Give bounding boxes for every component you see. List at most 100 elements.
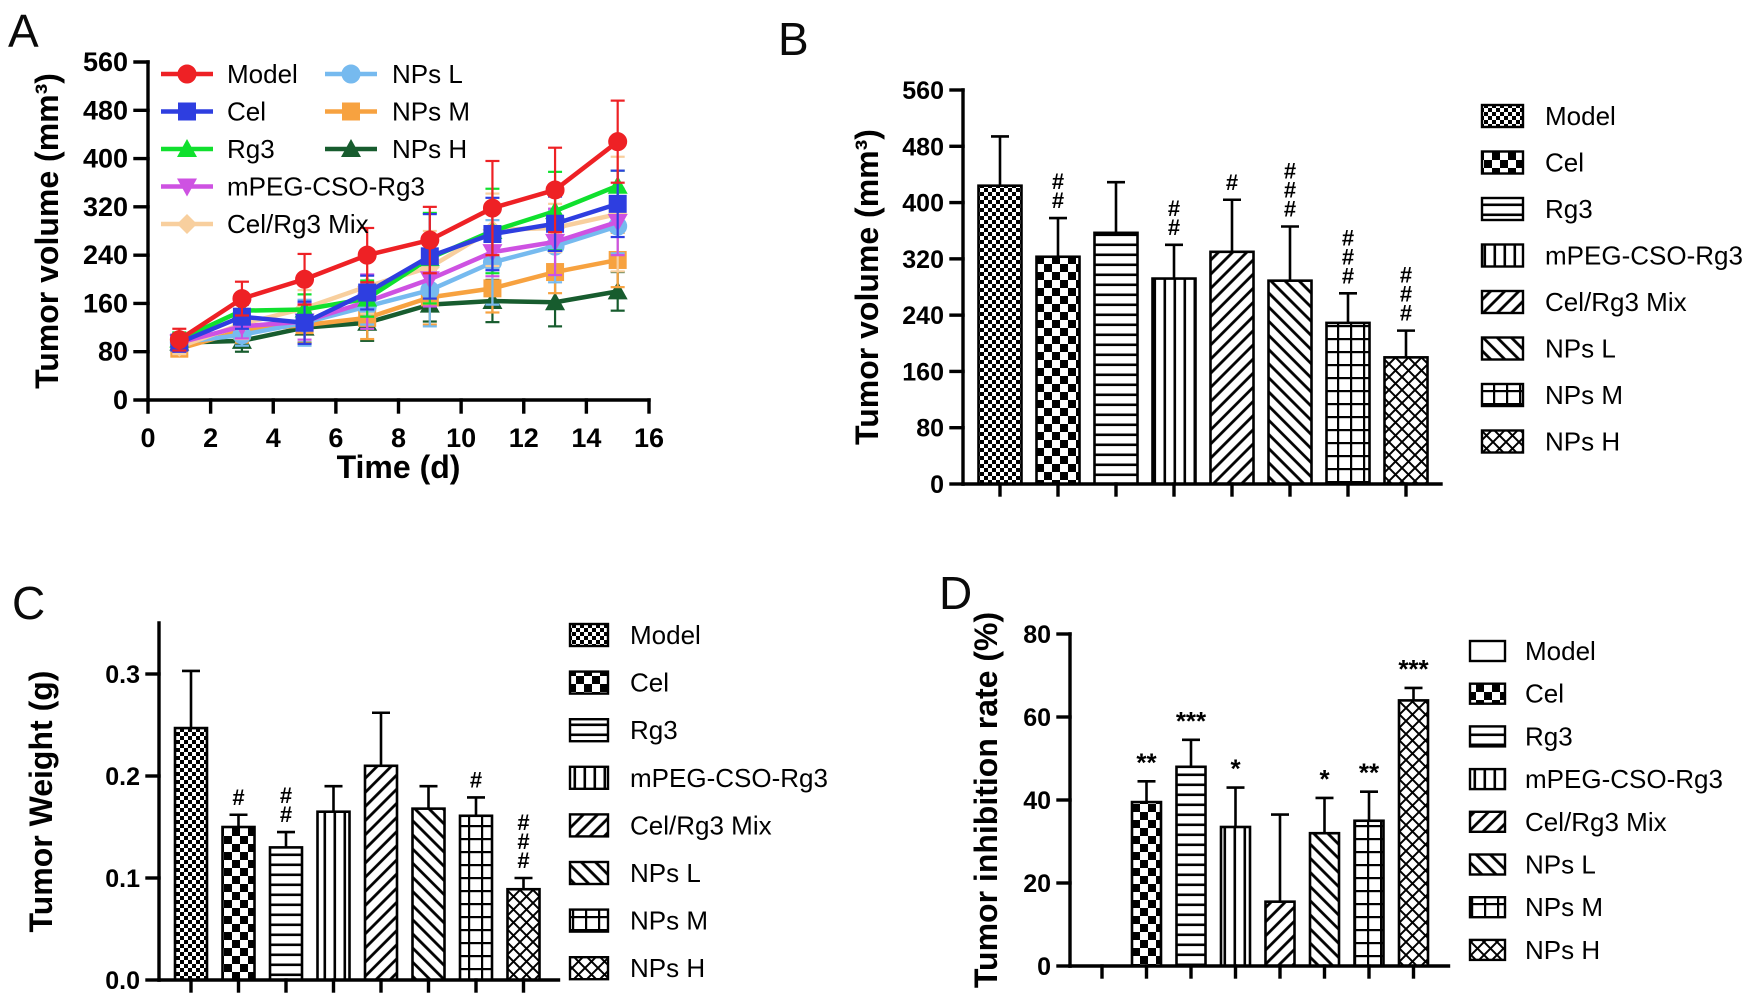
y-tick-label: 0.0 (105, 967, 140, 995)
y-tick-label: 240 (902, 302, 944, 330)
legend-item-label: Cel/Rg3 Mix (227, 209, 369, 239)
y-tick-label: 400 (902, 190, 944, 218)
panel-b: B 0 80 160 240 320 400 480 560 Tumor volume (mm³… (700, 0, 1760, 500)
y-tick-label: 320 (83, 192, 128, 222)
y-tick-label: 0 (930, 471, 944, 499)
panel-C-bars: # # ### # # (173, 669, 541, 993)
y-tick-label: 400 (83, 144, 128, 174)
legend-swatch (568, 860, 610, 886)
y-axis-title: Tumor volume (mm³) (849, 129, 885, 445)
legend-item-label: mPEG-CSO-Rg3 (1545, 241, 1743, 271)
legend-swatch (568, 670, 610, 695)
legend-item-label: Rg3 (1545, 194, 1593, 224)
y-tick-label: 40 (1023, 787, 1051, 815)
bar-nps-h (506, 887, 541, 982)
panel-A-axes: 0 80 160 240 320 400 480 560 0 2 4 6 8 10 12 14 16 Time (… (29, 47, 664, 485)
bar-nps-m (458, 814, 494, 982)
legend-item-label: Rg3 (630, 715, 678, 745)
legend-item-label: NPs M (630, 906, 708, 936)
bar-nps-l (1267, 279, 1313, 486)
legend-item-label: Cel/Rg3 Mix (1525, 807, 1667, 837)
legend-item-label: NPs H (1545, 427, 1620, 457)
legend-swatch (1468, 810, 1507, 833)
legend-item-label: mPEG-CSO-Rg3 (1525, 764, 1723, 794)
legend-swatch (1480, 336, 1525, 361)
y-tick-label: 480 (902, 133, 944, 161)
legend-item-label: Rg3 (227, 134, 275, 164)
panel-a-line-chart: 0 80 160 240 320 400 480 560 0 2 4 6 8 10 12 14 16 Time (… (29, 47, 664, 485)
legend-item-label: NPs L (630, 858, 701, 888)
legend-swatch (568, 813, 610, 838)
legend-swatch (568, 908, 610, 933)
legend-item-label: Model (1545, 101, 1616, 131)
legend-item-label: NPs M (1525, 892, 1603, 922)
bar-model (173, 726, 209, 982)
significance-annotation: # (232, 785, 244, 810)
significance-annotation: # # # (517, 810, 529, 873)
y-tick-label: 560 (902, 77, 944, 105)
x-tick-label: 2 (203, 423, 218, 453)
panel-D-bars: ****** * ***** (1100, 654, 1430, 979)
y-tick-label: 160 (902, 358, 944, 386)
legend-swatch (1480, 289, 1525, 315)
panel-B-axes: 0 80 160 240 320 400 480 560 Tumor volume (mm³) (849, 77, 1443, 499)
x-tick-label: 6 (328, 423, 343, 453)
y-tick-label: 0.3 (105, 661, 140, 689)
legend-swatch (1480, 196, 1525, 222)
legend-item-label: Model (227, 59, 298, 89)
legend-swatch (568, 717, 610, 743)
legend-item-label: Cel (630, 668, 669, 698)
bar-rg3 (268, 846, 304, 982)
bar-mpeg-cso-rg3 (316, 810, 351, 982)
legend-item-label: NPs H (1525, 935, 1600, 965)
legend-swatch (1468, 682, 1507, 705)
legend-item-label: Model (630, 620, 701, 650)
bar-cel-rg3-mix (1209, 250, 1255, 486)
legend-item-label: mPEG-CSO-Rg3 (227, 172, 425, 202)
significance-annotation: # # (1052, 169, 1064, 213)
legend-swatch (1480, 382, 1525, 408)
significance-annotation: # # # (1284, 158, 1296, 221)
x-tick-label: 14 (571, 423, 601, 453)
panel-c-letter: C (12, 577, 46, 629)
significance-annotation: ** (1136, 747, 1157, 777)
panel-b-letter: B (778, 13, 809, 65)
y-tick-label: 80 (98, 337, 128, 367)
legend-item-label: NPs H (630, 953, 705, 983)
x-tick-label: 16 (634, 423, 664, 453)
bar-mpeg-cso-rg3 (1151, 277, 1197, 486)
legend-swatch (568, 956, 610, 981)
panel-c: C 0.0 0.1 0.2 0.3 Tumor Weight (g) # # # # # # # Mod… (0, 500, 860, 997)
legend-swatch (1480, 103, 1525, 129)
legend-item-label: Cel/Rg3 Mix (630, 810, 772, 840)
y-tick-label: 160 (83, 288, 128, 318)
legend-item-label: NPs L (392, 59, 463, 89)
x-tick-label: 10 (446, 423, 476, 453)
bar-cel (1130, 800, 1163, 968)
legend-swatch (1468, 725, 1507, 748)
legend-item-label: Cel (1525, 679, 1564, 709)
y-tick-label: 0 (113, 385, 128, 415)
legend-item-label: Cel (227, 97, 266, 127)
legend-swatch (568, 622, 610, 648)
bar-nps-m (1325, 321, 1371, 486)
bar-nps-l (411, 807, 446, 982)
y-tick-label: 560 (83, 47, 128, 77)
panel-d-letter: D (939, 567, 973, 619)
significance-annotation: # (1226, 170, 1238, 195)
legend-item-label: NPs M (1545, 380, 1623, 410)
legend-item-label: Cel/Rg3 Mix (1545, 287, 1687, 317)
significance-annotation: # # (280, 783, 292, 827)
legend-swatch (1468, 639, 1507, 663)
panel-B-legend: Model Cel Rg3 mPEG-CSO-Rg3 Cel/Rg3 Mix NPs L N… (1480, 101, 1743, 457)
legend-swatch (1468, 896, 1507, 919)
bar-nps-h (1397, 699, 1430, 968)
y-tick-label: 0 (1037, 953, 1051, 981)
y-tick-label: 60 (1023, 704, 1051, 732)
bar-nps-m (1353, 819, 1385, 968)
significance-annotation: *** (1398, 654, 1429, 684)
legend-swatch (1480, 429, 1525, 454)
legend-swatch (1468, 938, 1507, 962)
